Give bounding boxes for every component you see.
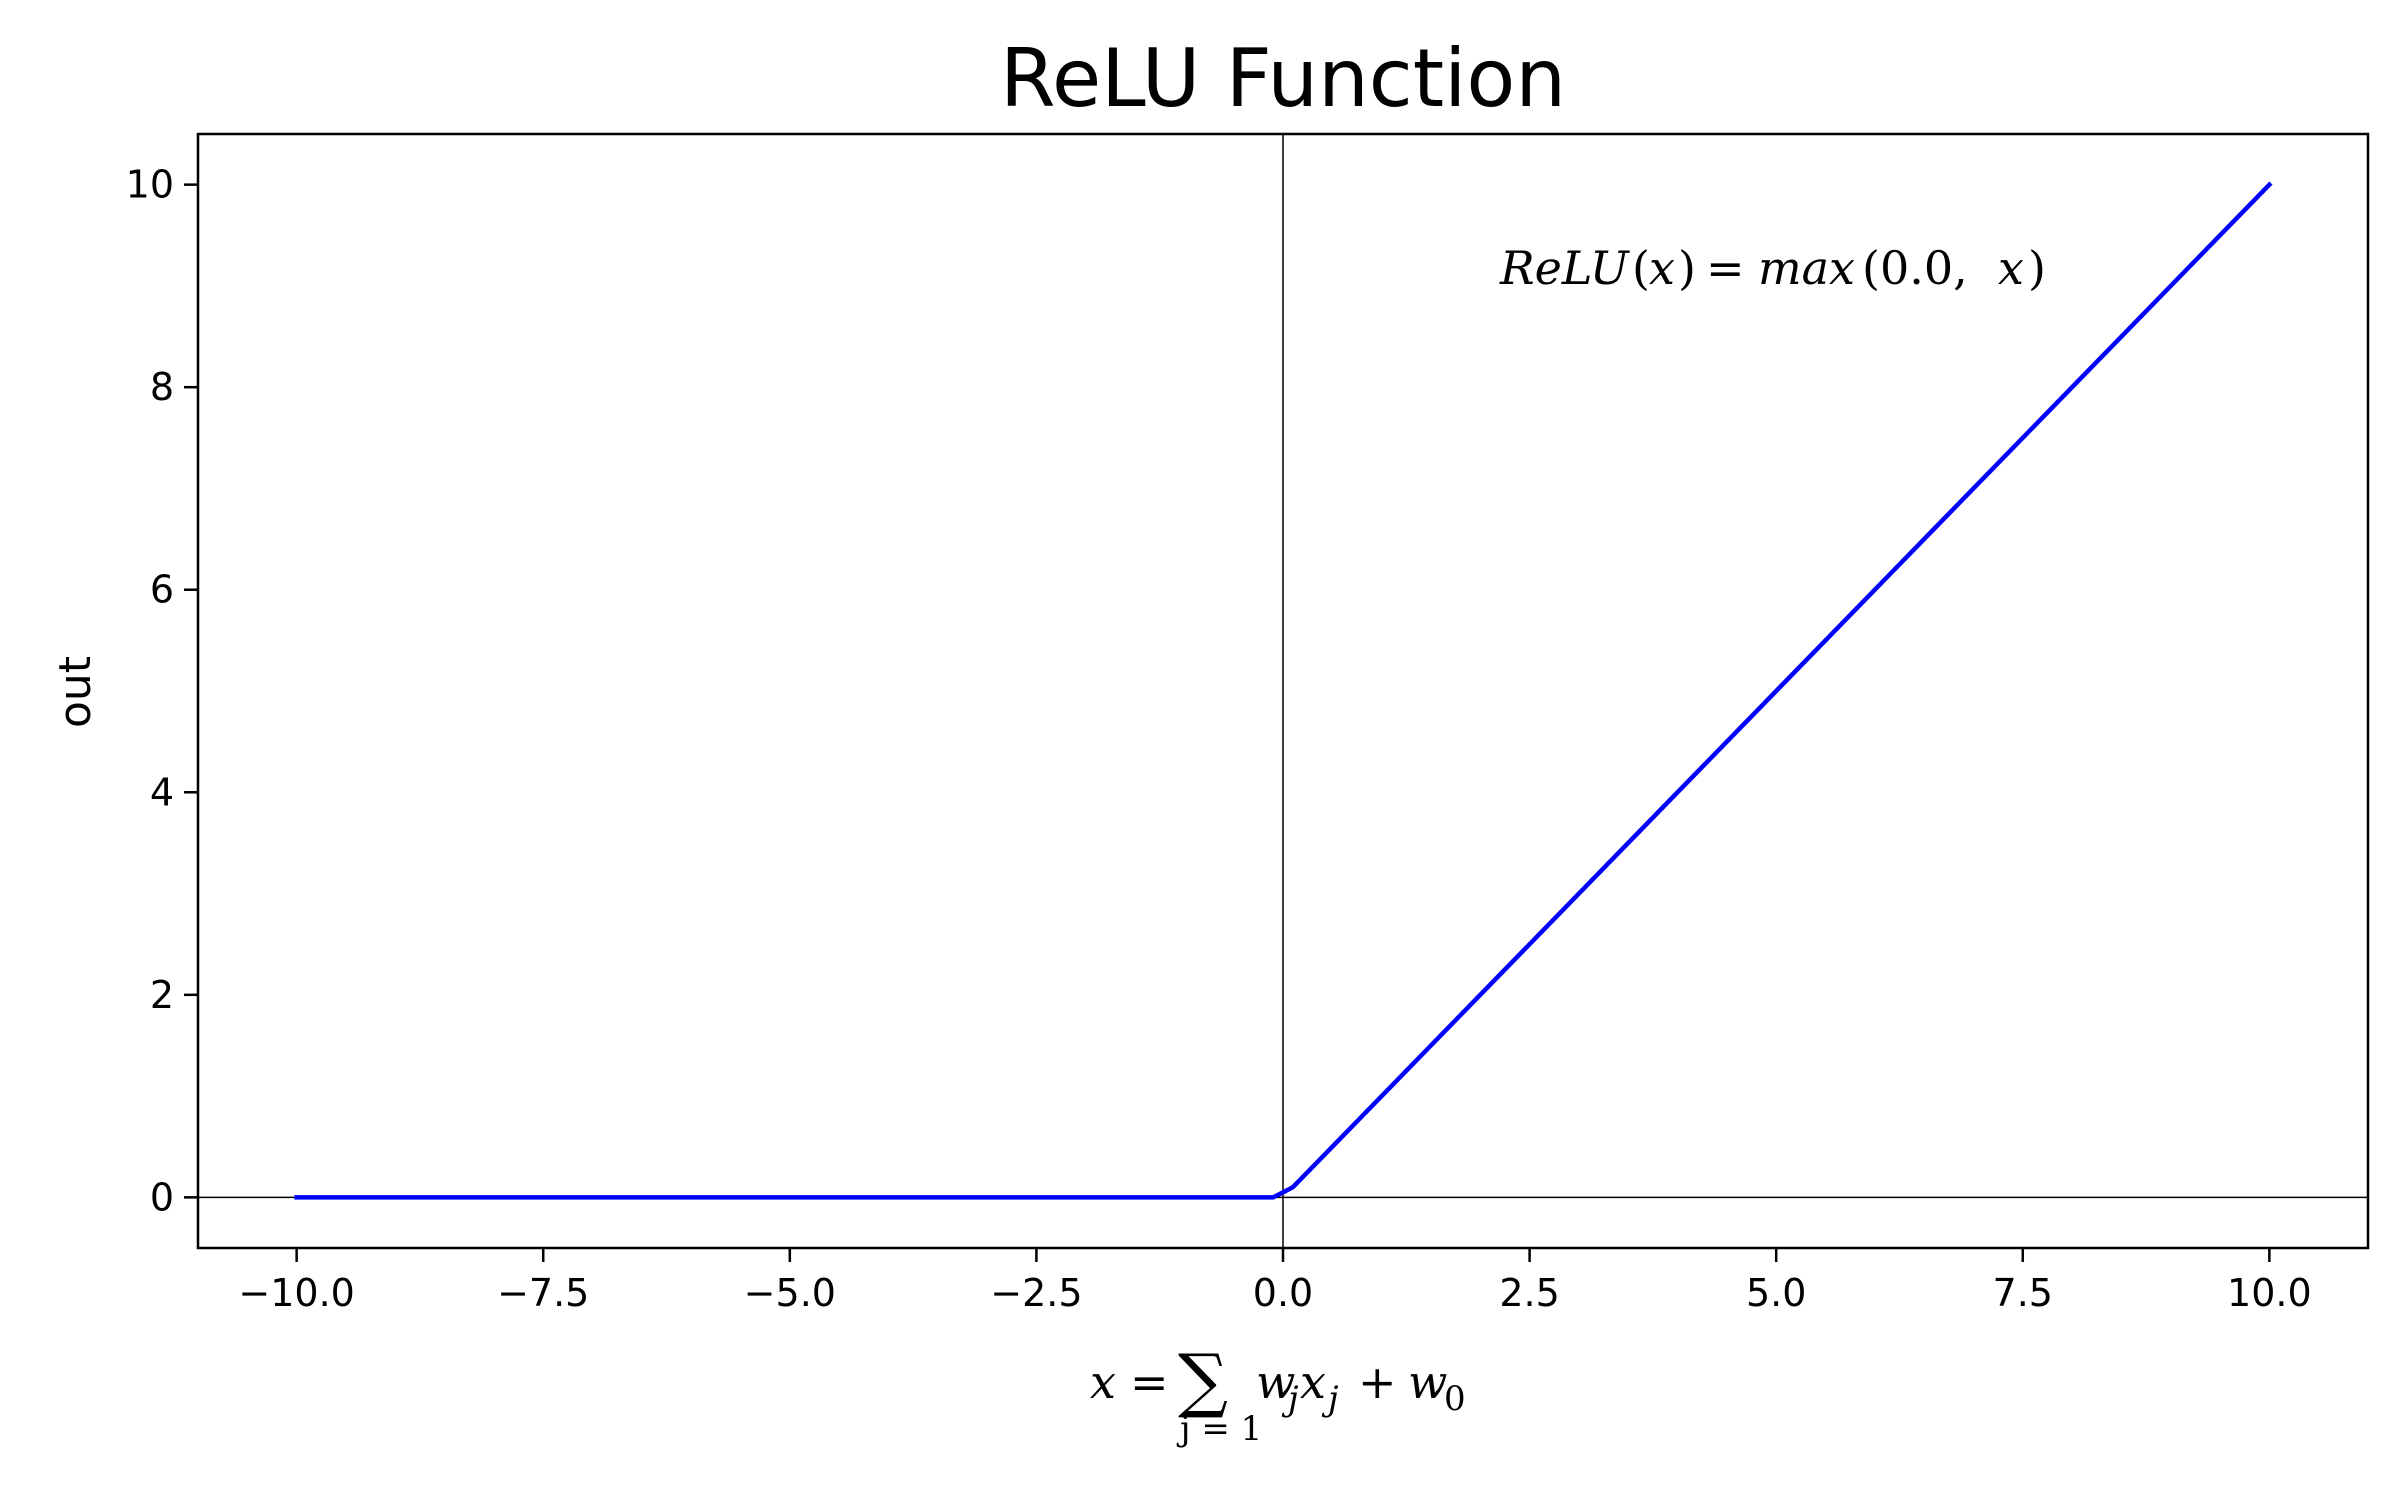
x-tick-label: 10.0 <box>2227 1271 2312 1315</box>
x-label-term-w: w <box>1256 1355 1295 1409</box>
y-tick-label: 8 <box>150 365 174 409</box>
annotation-args-close: ) <box>2028 241 2046 295</box>
annotation-max: max <box>1758 241 1855 295</box>
plot-area: −10.0 −7.5 −5.0 −2.5 0.0 2.5 5.0 7.5 10.0 0 2 4 6 8 10 <box>126 132 2370 1315</box>
x-label-sum-index: j = 1 <box>1176 1409 1262 1449</box>
x-tick-label: 2.5 <box>1499 1271 1559 1315</box>
x-label-bias: w <box>1408 1355 1447 1409</box>
x-tick-label: −5.0 <box>744 1271 836 1315</box>
x-label-equals: = <box>1130 1355 1169 1409</box>
annotation-fn: ReLU <box>1499 241 1631 295</box>
x-axis-label: x = ∑ j = 1 w j x j + w 0 <box>1090 1339 1466 1449</box>
y-tick-label: 0 <box>150 1175 174 1219</box>
annotation-args-x: x <box>1998 241 2024 295</box>
annotation-close: ) <box>1678 241 1696 295</box>
y-axis-label: out <box>50 656 101 728</box>
y-tick-label: 4 <box>150 770 174 814</box>
x-label-bias-sub: 0 <box>1444 1379 1466 1419</box>
x-tick-label: −10.0 <box>238 1271 354 1315</box>
annotation-args-open: (0.0, <box>1862 241 1968 295</box>
y-tick-label: 10 <box>126 163 174 207</box>
chart-title: ReLU Function <box>1000 32 1566 125</box>
x-label-plus: + <box>1358 1355 1397 1409</box>
annotation-arg: x <box>1649 241 1675 295</box>
x-tick-label: −7.5 <box>497 1271 589 1315</box>
y-tick-label: 6 <box>150 568 174 612</box>
annotation-equals: = <box>1706 241 1745 295</box>
x-tick-label: 7.5 <box>1993 1271 2053 1315</box>
y-tick-label: 2 <box>150 973 174 1017</box>
series-line-0 <box>294 181 2273 1200</box>
x-label-lhs: x <box>1090 1355 1116 1409</box>
x-tick-label: 0.0 <box>1253 1271 1313 1315</box>
x-tick-label: 5.0 <box>1746 1271 1806 1315</box>
relu-formula-annotation: ReLU ( x ) = max (0.0, x ) <box>1499 241 2046 295</box>
x-label-term-x: x <box>1300 1355 1326 1409</box>
x-label-sum-symbol: ∑ <box>1178 1339 1228 1421</box>
x-tick-label: −2.5 <box>990 1271 1082 1315</box>
annotation-open: ( <box>1632 241 1650 295</box>
